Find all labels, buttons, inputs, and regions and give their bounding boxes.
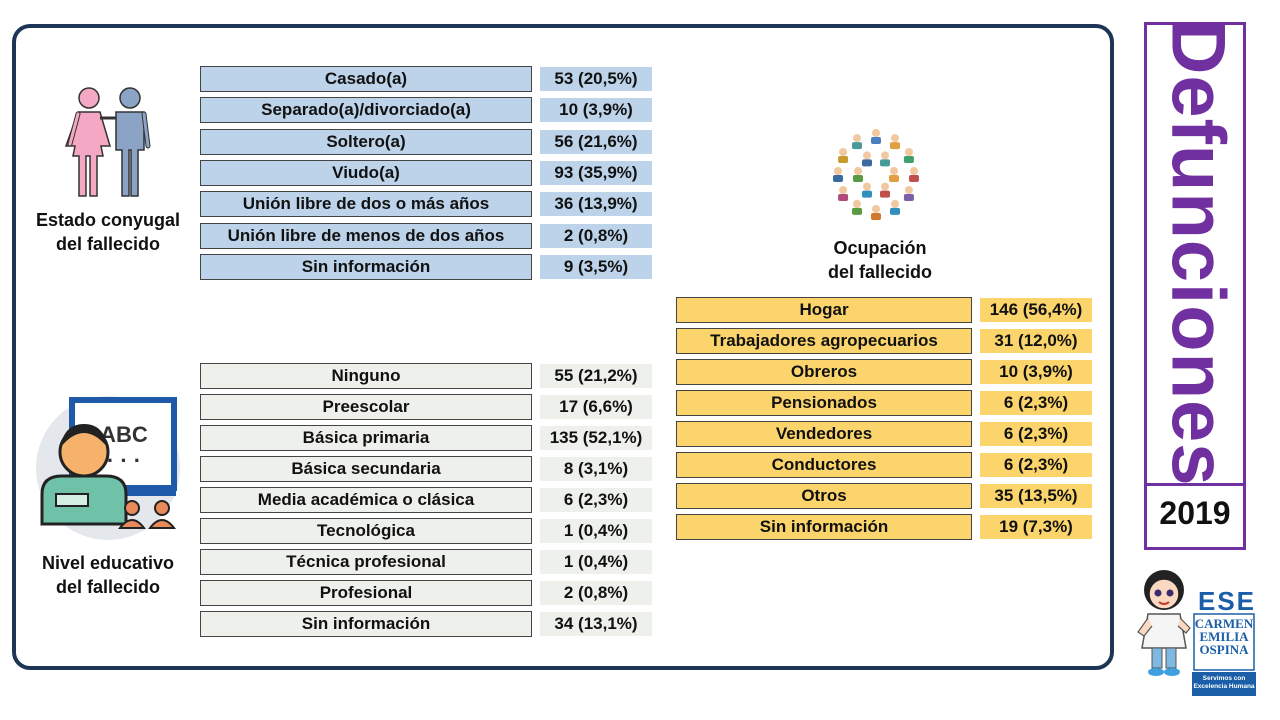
ocupacion-value: 6 (2,3%) <box>980 391 1092 415</box>
nivel-label: Profesional <box>200 580 532 606</box>
nivel-label: Básica primaria <box>200 425 532 451</box>
ocupacion-label: Conductores <box>676 452 972 478</box>
page-title: Defunciones <box>1155 19 1241 487</box>
nivel-label: Media académica o clásica <box>200 487 532 513</box>
ocupacion-row: Trabajadores agropecuarios 31 (12,0%) <box>676 328 1092 354</box>
ocupacion-row: Vendedores 6 (2,3%) <box>676 421 1092 447</box>
ocupacion-value: 146 (56,4%) <box>980 298 1092 322</box>
estado-row: Casado(a) 53 (20,5%) <box>200 66 652 92</box>
estado-label: Unión libre de menos de dos años <box>200 222 532 249</box>
couple-icon <box>64 87 151 197</box>
estado-label: Soltero(a) <box>200 128 532 155</box>
estado-row: Separado(a)/divorciado(a) 10 (3,9%) <box>200 97 652 124</box>
ocupacion-label: Pensionados <box>676 390 972 416</box>
svg-text:· · ·: · · · <box>107 448 141 473</box>
estado-value: 56 (21,6%) <box>540 129 652 154</box>
occupations-circle-icon <box>833 129 919 220</box>
ocupacion-label: Trabajadores agropecuarios <box>676 328 972 354</box>
nurse-mascot-icon <box>1137 570 1191 676</box>
estado-row: Soltero(a) 56 (21,6%) <box>200 128 652 155</box>
estado-value: 36 (13,9%) <box>540 192 652 217</box>
ocupacion-row: Pensionados 6 (2,3%) <box>676 390 1092 416</box>
ocupacion-label: Obreros <box>676 359 972 385</box>
ocupacion-caption: Ocupación del fallecido <box>827 238 933 282</box>
nivel-row: Media académica o clásica 6 (2,3%) <box>200 487 652 513</box>
nivel-value: 8 (3,1%) <box>540 457 652 481</box>
logo-name: CARMEN EMILIA OSPINA <box>1194 616 1254 657</box>
nivel-value: 55 (21,2%) <box>540 364 652 388</box>
board-text: ABC <box>100 422 148 447</box>
ocupacion-value: 10 (3,9%) <box>980 360 1092 384</box>
ocupacion-row: Otros 35 (13,5%) <box>676 483 1092 509</box>
nivel-row: Básica secundaria 8 (3,1%) <box>200 456 652 482</box>
estado-row: Viudo(a) 93 (35,9%) <box>200 159 652 186</box>
estado-label: Viudo(a) <box>200 159 532 186</box>
estado-value: 2 (0,8%) <box>540 223 652 248</box>
title-box: Defunciones 2019 <box>1144 19 1246 550</box>
logo-mark: ESE <box>1198 586 1257 616</box>
nivel-value: 1 (0,4%) <box>540 519 652 543</box>
nivel-label: Básica secundaria <box>200 456 532 482</box>
nivel-value: 6 (2,3%) <box>540 488 652 512</box>
nivel-value: 1 (0,4%) <box>540 550 652 574</box>
ocupacion-row: Hogar 146 (56,4%) <box>676 297 1092 323</box>
ocupacion-value: 19 (7,3%) <box>980 515 1092 539</box>
title-divider <box>1147 483 1243 486</box>
estado-caption: Estado conyugal del fallecido <box>35 210 181 254</box>
nivel-label: Sin información <box>200 611 532 637</box>
nivel-row: Técnica profesional 1 (0,4%) <box>200 549 652 575</box>
nivel-label: Preescolar <box>200 394 532 420</box>
ocupacion-label: Sin información <box>676 514 972 540</box>
year-label: 2019 <box>1159 495 1231 531</box>
ocupacion-row: Sin información 19 (7,3%) <box>676 514 1092 540</box>
ocupacion-row: Conductores 6 (2,3%) <box>676 452 1092 478</box>
ocupacion-value: 6 (2,3%) <box>980 422 1092 446</box>
ocupacion-value: 6 (2,3%) <box>980 453 1092 477</box>
teacher-board-icon: ABC · · · <box>36 396 180 540</box>
estado-row: Unión libre de menos de dos años 2 (0,8%) <box>200 222 652 249</box>
nivel-row: Básica primaria 135 (52,1%) <box>200 425 652 451</box>
ocupacion-label: Vendedores <box>676 421 972 447</box>
ocupacion-value: 35 (13,5%) <box>980 484 1092 508</box>
estado-label: Casado(a) <box>200 66 532 92</box>
ocupacion-value: 31 (12,0%) <box>980 329 1092 353</box>
logo-slogan: Servimos con Excelencia Humana <box>1192 672 1256 696</box>
estado-label: Sin información <box>200 253 532 280</box>
ocupacion-row: Obreros 10 (3,9%) <box>676 359 1092 385</box>
estado-label: Separado(a)/divorciado(a) <box>200 97 532 124</box>
nivel-value: 17 (6,6%) <box>540 395 652 419</box>
nivel-row: Sin información 34 (13,1%) <box>200 611 652 637</box>
nivel-row: Preescolar 17 (6,6%) <box>200 394 652 420</box>
estado-value: 53 (20,5%) <box>540 67 652 91</box>
nivel-label: Tecnológica <box>200 518 532 544</box>
estado-value: 9 (3,5%) <box>540 254 652 279</box>
estado-value: 93 (35,9%) <box>540 160 652 185</box>
nivel-row: Profesional 2 (0,8%) <box>200 580 652 606</box>
nivel-caption: Nivel educativo del fallecido <box>41 553 175 597</box>
nivel-value: 34 (13,1%) <box>540 612 652 636</box>
nivel-row: Ninguno 55 (21,2%) <box>200 363 652 389</box>
nivel-label: Ninguno <box>200 363 532 389</box>
estado-row: Sin información 9 (3,5%) <box>200 253 652 280</box>
nivel-row: Tecnológica 1 (0,4%) <box>200 518 652 544</box>
estado-value: 10 (3,9%) <box>540 98 652 123</box>
nivel-value: 2 (0,8%) <box>540 581 652 605</box>
estado-row: Unión libre de dos o más años 36 (13,9%) <box>200 191 652 218</box>
nivel-value: 135 (52,1%) <box>540 426 652 450</box>
estado-label: Unión libre de dos o más años <box>200 191 532 218</box>
ocupacion-label: Otros <box>676 483 972 509</box>
ocupacion-label: Hogar <box>676 297 972 323</box>
nivel-label: Técnica profesional <box>200 549 532 575</box>
